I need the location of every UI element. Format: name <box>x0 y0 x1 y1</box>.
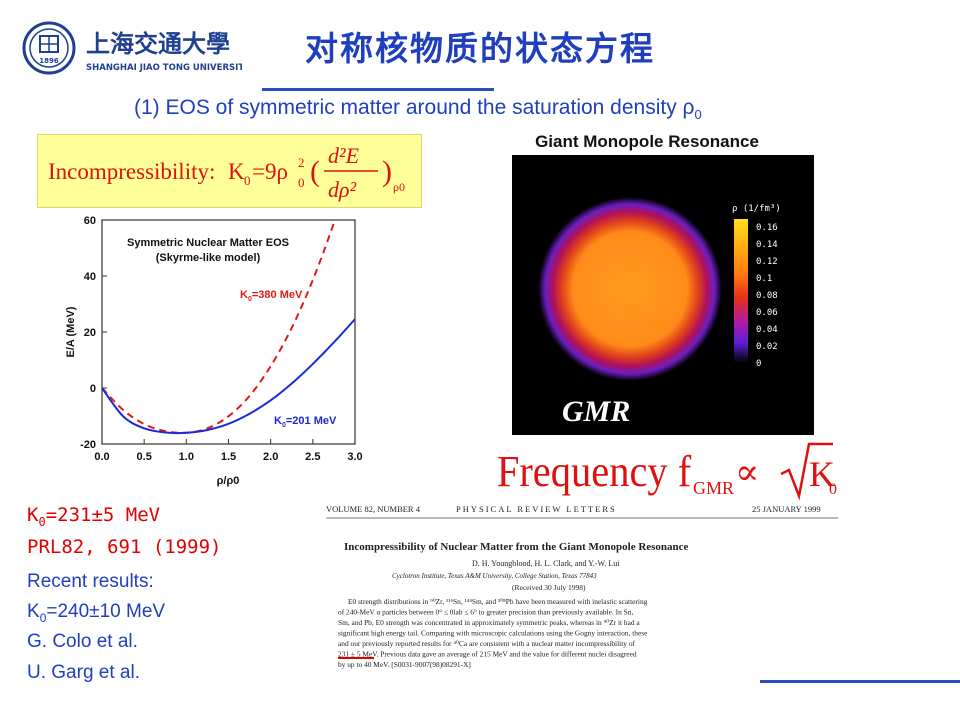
university-seal-icon: 1896 上海交通大學 SHANGHAI JIAO TONG UNIVERSIT… <box>22 21 251 75</box>
prl-affiliation: Cyclotron Institute, Texas A&M Universit… <box>392 572 597 580</box>
colorbar-tick-label: 0.14 <box>756 240 778 250</box>
abstract-line: significant high energy tail. Comparing … <box>338 629 648 638</box>
series-line-k380 <box>102 220 336 434</box>
chart-ticks: 0.0 0.5 1.0 1.5 2.0 2.5 3.0 -20 0 20 40 60 <box>80 215 363 463</box>
x-axis-label: ρ/ρ0 <box>217 475 240 487</box>
chart-series <box>102 220 355 435</box>
abstract-line: and our previously reported results for … <box>338 639 636 648</box>
colorbar-title: ρ (1/fm³) <box>732 204 781 214</box>
gmr-density-plot: ρ (1/fm³) 0.16 0.14 0.12 0.1 0.08 0.06 0.04 0.0… <box>538 197 781 428</box>
prl-received: (Received 30 July 1998) <box>512 583 586 592</box>
colorbar-tick-label: 0 <box>756 359 761 369</box>
k0-value-recent: K0=240±10 MeV <box>27 601 166 625</box>
y-tick-label: -20 <box>80 439 96 451</box>
x-tick-label: 0.0 <box>94 451 109 463</box>
slide-title: 对称核物质的状态方程 <box>305 29 655 68</box>
eos-chart: 0.0 0.5 1.0 1.5 2.0 2.5 3.0 -20 0 20 40 60 Symmetri… <box>65 215 363 487</box>
abstract-line: of 240-MeV α particles between 0° ≤ θlab… <box>338 608 633 617</box>
y-axis-label: E/A (MeV) <box>65 306 77 357</box>
sqrt-sign <box>780 442 833 501</box>
formula-eval-sub: ρ0 <box>393 180 405 194</box>
nucleus-density-disk <box>538 197 722 381</box>
formula-k: K <box>228 159 245 184</box>
y-tick-label: 40 <box>84 271 96 283</box>
frequency-sub: GMR <box>693 478 734 498</box>
footer-divider <box>760 680 960 683</box>
formula-k-sub: 0 <box>244 173 251 188</box>
k0-value-prl: K0=231±5 MeV <box>27 504 161 529</box>
frequency-formula: Frequency f GMR ∝ K 0 <box>497 442 837 501</box>
gmr-density-image: ρ (1/fm³) 0.16 0.14 0.12 0.1 0.08 0.06 0.04 0.0… <box>512 155 814 435</box>
x-tick-label: 1.5 <box>221 451 236 463</box>
university-name-cn: 上海交通大學 <box>86 29 230 58</box>
incompressibility-formula: Incompressibility: K 0 =9ρ 2 0 ( d²E dρ²… <box>48 143 405 202</box>
reference-colo: G. Colo et al. <box>27 631 138 652</box>
colorbar-tick-label: 0.04 <box>756 325 778 335</box>
x-tick-label: 2.5 <box>305 451 320 463</box>
title-divider <box>262 88 494 91</box>
colorbar <box>734 219 748 363</box>
incompressibility-formula-box: Incompressibility: K 0 =9ρ 2 0 ( d²E dρ²… <box>37 134 422 208</box>
chart-subtitle: (Skyrme-like model) <box>156 252 261 264</box>
university-name-en: SHANGHAI JIAO TONG UNIVERSITY <box>86 63 242 73</box>
seal-year: 1896 <box>39 57 59 65</box>
sqrt-radicand-sub: 0 <box>829 481 837 498</box>
formula-label: Incompressibility: <box>48 159 215 184</box>
chart-title: Symmetric Nuclear Matter EOS <box>127 237 289 249</box>
recent-results-heading: Recent results: <box>27 571 154 592</box>
abstract-line: E0 strength distributions in ⁹⁰Zr, ¹¹⁶Sn… <box>348 597 648 606</box>
formula-denominator: dρ² <box>328 177 357 202</box>
formula-paren-open: ( <box>310 155 320 188</box>
abstract-line: by up to 40 MeV. [S0031-9007(98)08291-X] <box>338 660 471 669</box>
colorbar-tick-label: 0.1 <box>756 274 772 284</box>
prl-authors: D. H. Youngblood, H. L. Clark, and Y.-W.… <box>472 559 620 568</box>
abstract-line: Sm, and Pb, E0 strength was concentrated… <box>338 618 640 627</box>
gmr-label: Giant Monopole Resonance <box>535 132 759 151</box>
prl-journal: PHYSICAL REVIEW LETTERS <box>456 504 617 514</box>
reference-garg: U. Garg et al. <box>27 662 140 683</box>
university-logo: 1896 上海交通大學 SHANGHAI JIAO TONG UNIVERSIT… <box>22 20 251 78</box>
prl-date: 25 JANUARY 1999 <box>752 504 821 514</box>
y-tick-label: 20 <box>84 327 96 339</box>
series-line-k201 <box>102 318 355 435</box>
abstract-line: 231 ± 5 MeV. Previous data gave an avera… <box>338 650 637 659</box>
subtitle-text: (1) EOS of symmetric matter around the s… <box>134 96 695 119</box>
prl-title: Incompressibility of Nuclear Matter from… <box>344 541 689 553</box>
colorbar-ticks: 0.16 0.14 0.12 0.1 0.08 0.06 0.04 0.02 0 <box>756 223 778 369</box>
y-tick-label: 0 <box>90 383 96 395</box>
slide-subtitle: (1) EOS of symmetric matter around the s… <box>134 96 702 122</box>
gmr-image-text: GMR <box>562 395 630 428</box>
formula-numerator: d²E <box>328 143 360 168</box>
subtitle-subscript: 0 <box>694 107 702 123</box>
colorbar-tick-label: 0.08 <box>756 291 778 301</box>
y-tick-label: 60 <box>84 215 96 227</box>
x-tick-label: 3.0 <box>347 451 362 463</box>
formula-paren-close: ) <box>382 155 392 188</box>
formula-coef: =9ρ <box>252 159 288 184</box>
prl-volume: VOLUME 82, NUMBER 4 <box>326 504 421 514</box>
frequency-word: Frequency f <box>497 447 692 496</box>
prl-abstract: E0 strength distributions in ⁹⁰Zr, ¹¹⁶Sn… <box>338 597 648 669</box>
colorbar-tick-label: 0.16 <box>756 223 778 233</box>
series-label-k380: K0=380 MeV <box>240 289 303 303</box>
proportional-symbol: ∝ <box>735 452 759 492</box>
prl-reference: PRL82, 691 (1999) <box>27 536 222 558</box>
prl-excerpt: VOLUME 82, NUMBER 4 PHYSICAL REVIEW LETT… <box>326 504 838 669</box>
x-tick-label: 2.0 <box>263 451 278 463</box>
x-tick-label: 0.5 <box>137 451 152 463</box>
colorbar-tick-label: 0.12 <box>756 257 778 267</box>
colorbar-tick-label: 0.06 <box>756 308 778 318</box>
formula-coef-sup: 2 <box>298 155 305 170</box>
sqrt-radicand: K <box>809 454 835 494</box>
x-tick-label: 1.0 <box>179 451 194 463</box>
series-label-k201: K0=201 MeV <box>274 415 337 429</box>
colorbar-tick-label: 0.02 <box>756 342 778 352</box>
formula-coef-sub: 0 <box>298 175 305 190</box>
